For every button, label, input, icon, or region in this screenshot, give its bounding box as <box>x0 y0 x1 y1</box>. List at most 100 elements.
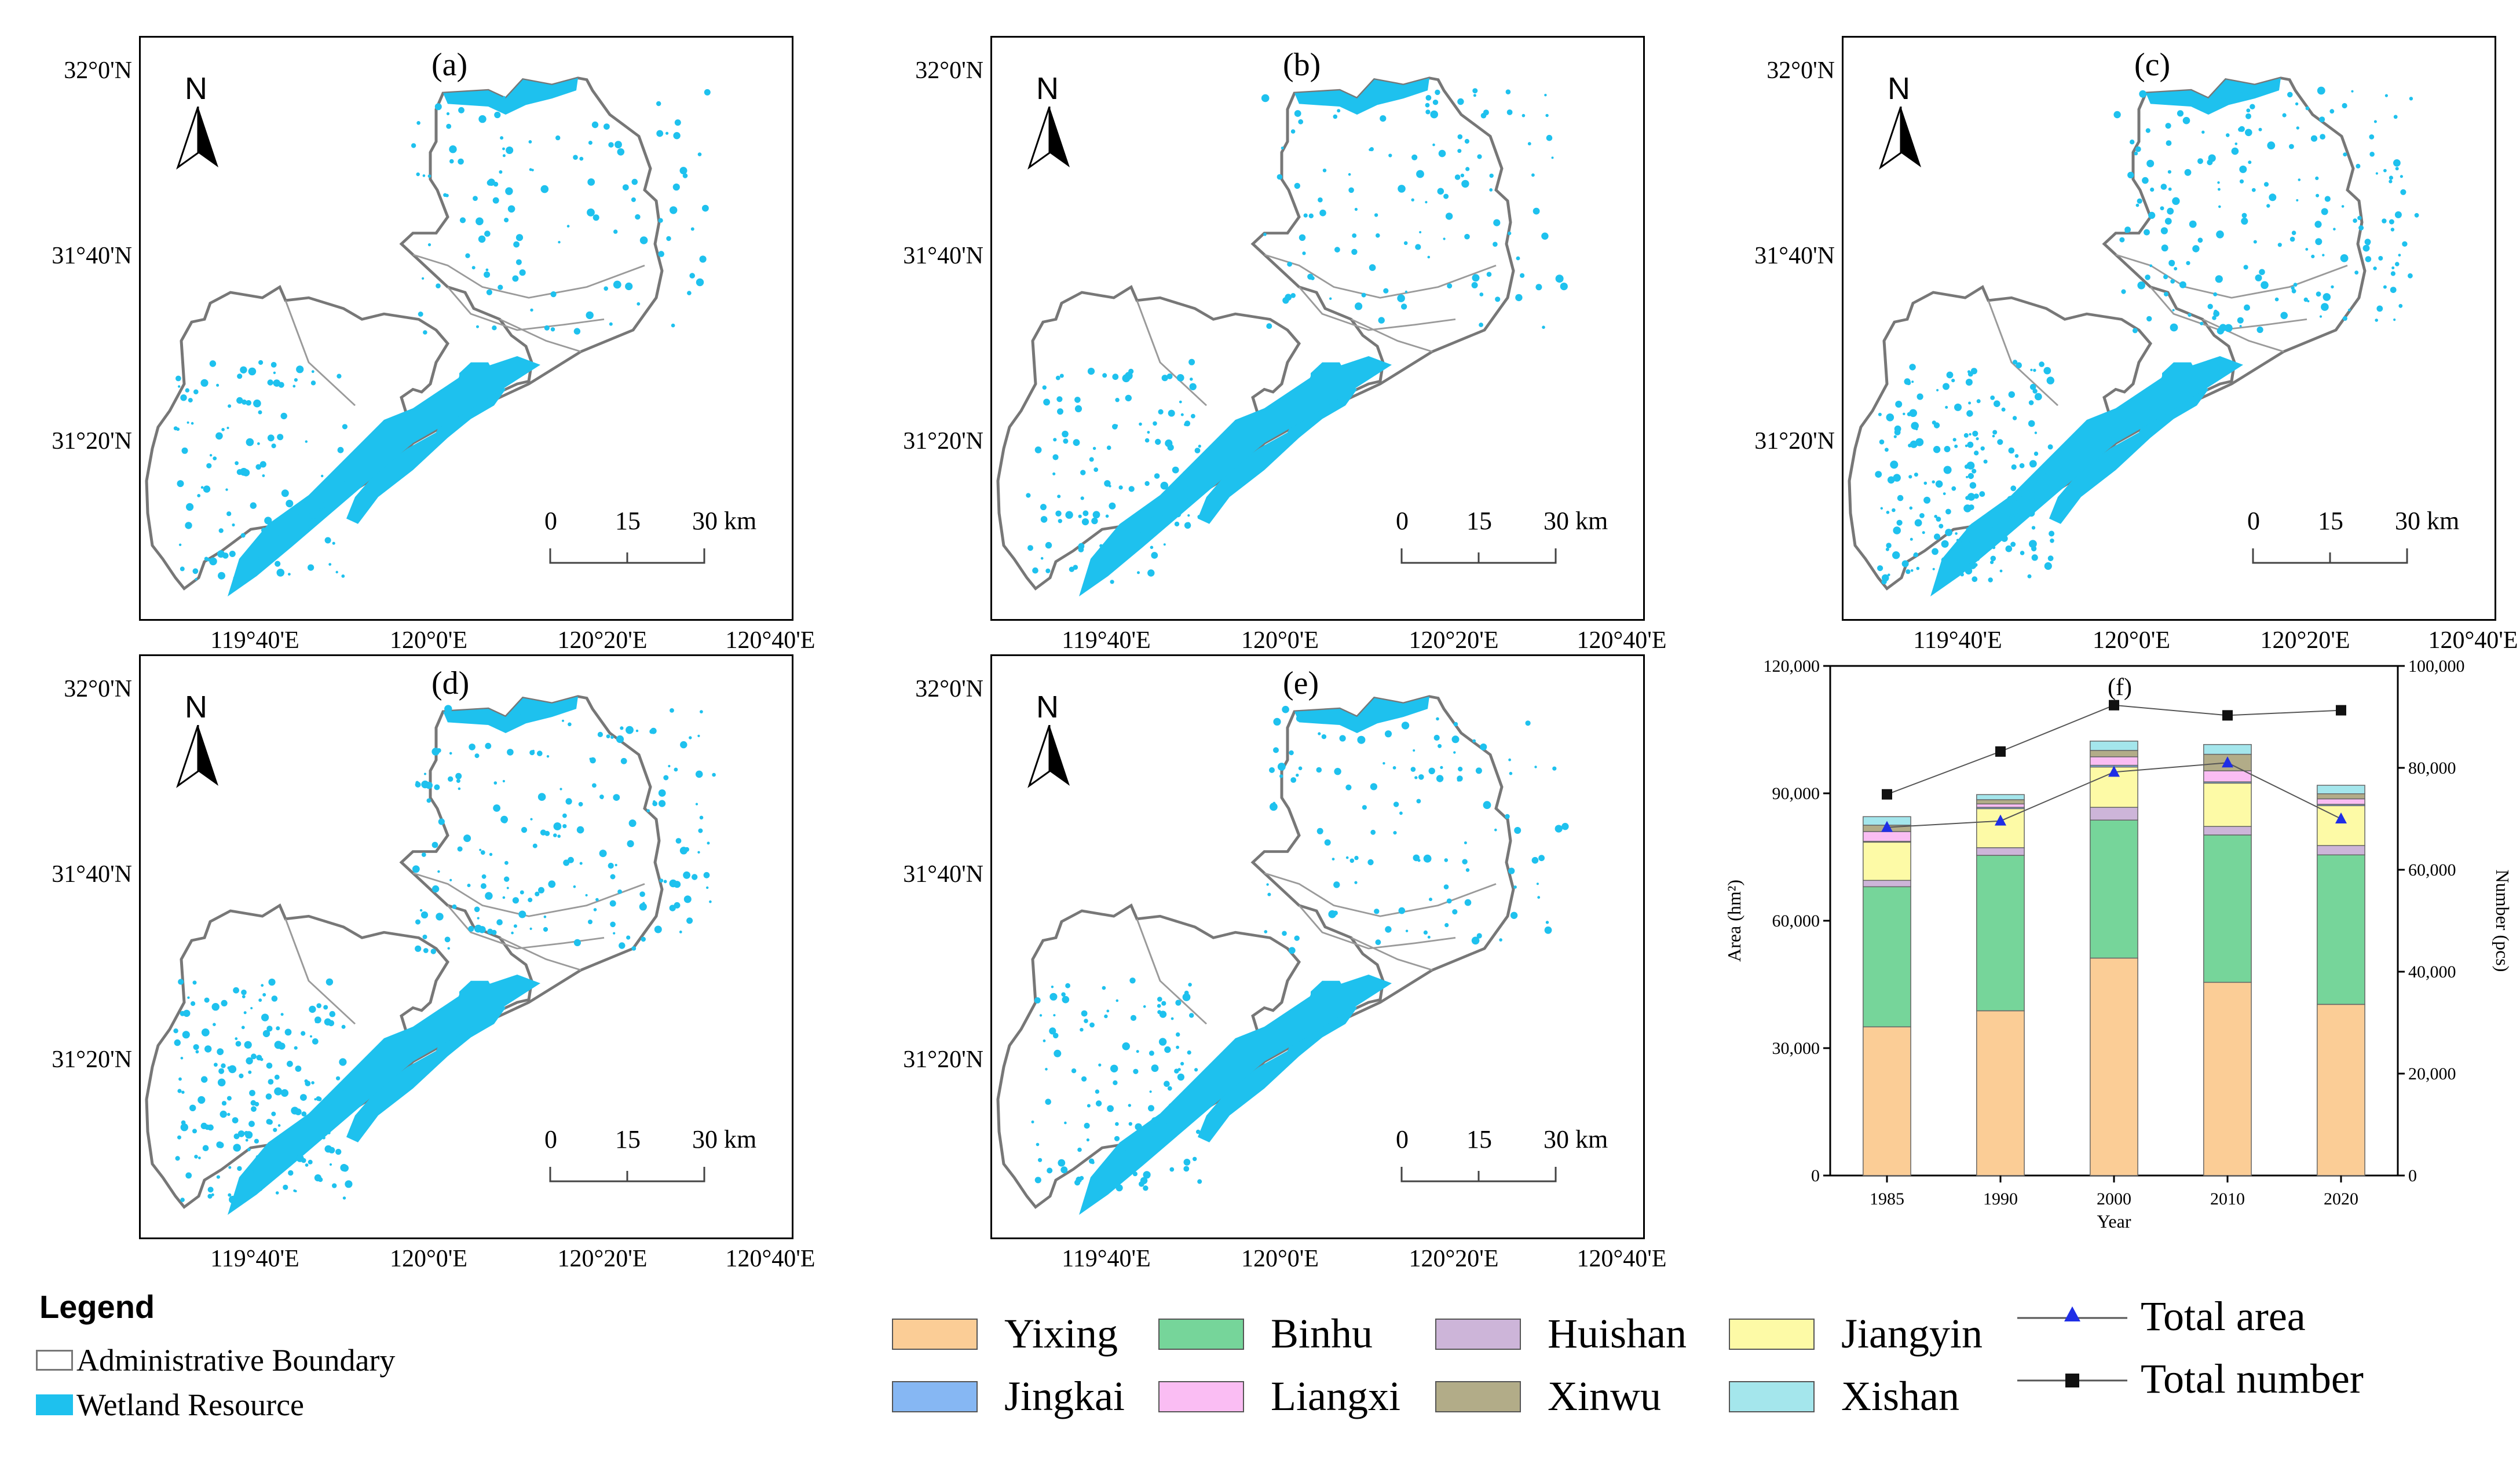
wetland-patch <box>1089 457 1094 462</box>
wetland-patch <box>1164 1046 1171 1053</box>
wetland-patch <box>1104 480 1111 487</box>
wetland-patch <box>305 525 310 530</box>
wetland-patch <box>288 1170 294 1176</box>
wetland-patch <box>1432 100 1439 105</box>
wetland-patch <box>241 989 247 995</box>
wetland-patch <box>1941 540 1949 548</box>
bar-segment-huishan <box>1863 880 1911 888</box>
wetland-patch <box>487 928 493 935</box>
wetland-patch <box>274 1074 280 1080</box>
wetland-patch <box>226 511 232 517</box>
wetland-patch <box>675 838 682 844</box>
wetland-patch <box>2241 217 2248 225</box>
wetland-patch <box>240 366 247 374</box>
wetland-patch <box>213 456 217 460</box>
wetland-patch <box>1034 1177 1041 1184</box>
wetland-patch <box>1057 408 1063 415</box>
wetland-patch <box>1438 744 1442 748</box>
wetland-patch <box>2137 281 2145 290</box>
bar-segment-jiangyin <box>1863 841 1911 881</box>
wetland-patch <box>1535 284 1542 291</box>
wetland-patch <box>1282 705 1289 713</box>
wetland-patch <box>1961 548 1965 552</box>
wetland-patch <box>1916 566 1920 570</box>
wetland-patch <box>1943 466 1952 474</box>
wetland-patch <box>301 1130 306 1136</box>
wetland-patch <box>1184 522 1191 529</box>
scale-end: 30 km <box>692 507 757 535</box>
x-tick-label: 2000 <box>2097 1189 2131 1209</box>
wetland-patch <box>1505 814 1510 819</box>
wetland-patch <box>2033 491 2041 500</box>
wetland-patch <box>327 1131 331 1134</box>
wetland-patch <box>1465 868 1470 872</box>
wetland-patch <box>1972 468 1977 474</box>
wetland-patch <box>291 1107 299 1115</box>
wetland-patch <box>189 1104 196 1111</box>
map-region <box>996 695 1569 1215</box>
wetland-patch <box>606 734 610 738</box>
wetland-patch <box>1965 379 1973 386</box>
wetland-patch <box>1191 413 1195 419</box>
wetland-patch <box>1425 102 1430 108</box>
wetland-patch <box>1895 401 1903 408</box>
wetland-patch <box>1034 446 1042 453</box>
wetland-patch <box>1078 514 1082 518</box>
wetland-patch <box>1489 188 1493 192</box>
wetland-patch <box>1555 274 1564 283</box>
wetland-patch <box>2243 265 2248 270</box>
wetland-patch <box>411 143 416 148</box>
wetland-patch <box>310 380 316 386</box>
wetland-patch <box>2391 266 2395 270</box>
wetland-patch <box>1922 531 1925 534</box>
wetland-patch <box>530 308 533 312</box>
y2-tick-label: 20,000 <box>2408 1064 2456 1083</box>
wetland-patch <box>300 1094 307 1101</box>
wetland-patch <box>1125 394 1132 402</box>
wetland-patch <box>1040 556 1044 560</box>
wetland-patch <box>2393 159 2401 167</box>
wetland-patch <box>1992 430 1998 435</box>
wetland-patch <box>436 913 444 921</box>
wetland-patch <box>1303 213 1308 218</box>
wetland-patch <box>1334 768 1341 775</box>
wetland-patch <box>246 1169 254 1176</box>
wetland-patch <box>1411 198 1414 202</box>
wetland-patch <box>696 278 704 287</box>
wetland-patch <box>1416 170 1424 178</box>
wetland-patch <box>1087 368 1095 375</box>
legend-series-label: Xishan <box>1841 1373 1959 1419</box>
wetland-patch <box>1362 805 1367 810</box>
wetland-patch <box>421 852 426 857</box>
wetland-patch <box>1943 383 1950 390</box>
wetland-patch <box>2354 270 2359 275</box>
wetland-patch <box>2132 328 2138 334</box>
wetland-patch <box>1158 1038 1167 1046</box>
wetland-patch <box>1393 831 1397 835</box>
scale-zero: 0 <box>544 507 557 535</box>
wetland-patch <box>1383 288 1389 294</box>
wetland-patch <box>2408 273 2413 279</box>
wetland-patch <box>2375 318 2378 322</box>
wetland-patch <box>1352 233 1357 238</box>
wetland-patch <box>2047 444 2053 450</box>
wetland-patch <box>2009 514 2015 519</box>
boundary-swatch <box>36 1350 73 1371</box>
wetland-patch <box>226 1096 232 1101</box>
wetland-patch <box>1943 563 1947 567</box>
wetland-patch <box>232 523 235 527</box>
wetland-patch <box>431 841 438 848</box>
wetland-patch <box>1167 1086 1172 1091</box>
wetland-patch <box>2170 262 2175 266</box>
district-line <box>1351 318 1433 353</box>
wetland-patch <box>512 897 520 904</box>
wetland-patch <box>1979 491 1985 497</box>
lake-taihu-main <box>228 356 540 596</box>
wetland-patch <box>427 243 431 247</box>
wetland-patch <box>322 1136 325 1140</box>
wetland-patch <box>1560 283 1568 291</box>
wetland-patch <box>2121 289 2126 294</box>
wetland-patch <box>1425 201 1428 204</box>
wetland-patch <box>1161 375 1168 382</box>
wetland-patch <box>1367 859 1374 866</box>
